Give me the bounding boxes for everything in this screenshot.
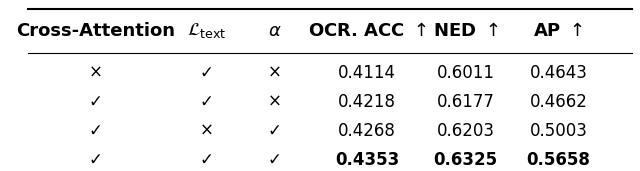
Text: 0.6203: 0.6203 (436, 122, 495, 140)
Text: OCR. ACC $\uparrow$: OCR. ACC $\uparrow$ (308, 22, 426, 40)
Text: ×: × (200, 122, 214, 140)
Text: ×: × (268, 64, 282, 82)
Text: 0.4218: 0.4218 (338, 93, 396, 111)
Text: $\alpha$: $\alpha$ (268, 22, 281, 40)
Text: 0.4353: 0.4353 (335, 151, 399, 169)
Text: 0.5658: 0.5658 (527, 151, 590, 169)
Text: ✓: ✓ (88, 93, 102, 111)
Text: ✓: ✓ (88, 122, 102, 140)
Text: ✓: ✓ (200, 64, 214, 82)
Text: 0.6325: 0.6325 (434, 151, 498, 169)
Text: NED $\uparrow$: NED $\uparrow$ (433, 22, 499, 40)
Text: ✓: ✓ (268, 151, 282, 169)
Text: ×: × (268, 93, 282, 111)
Text: 0.4114: 0.4114 (338, 64, 396, 82)
Text: 0.5003: 0.5003 (529, 122, 588, 140)
Text: ✓: ✓ (200, 151, 214, 169)
Text: ✓: ✓ (200, 93, 214, 111)
Text: 0.6177: 0.6177 (437, 93, 495, 111)
Text: $\mathcal{L}_{\mathrm{text}}$: $\mathcal{L}_{\mathrm{text}}$ (187, 21, 227, 40)
Text: 0.6011: 0.6011 (436, 64, 495, 82)
Text: AP $\uparrow$: AP $\uparrow$ (533, 22, 584, 40)
Text: ×: × (88, 64, 102, 82)
Text: Cross-Attention: Cross-Attention (16, 22, 175, 40)
Text: ✓: ✓ (88, 151, 102, 169)
Text: ✓: ✓ (268, 122, 282, 140)
Text: 0.4662: 0.4662 (529, 93, 588, 111)
Text: 0.4268: 0.4268 (338, 122, 396, 140)
Text: 0.4643: 0.4643 (529, 64, 588, 82)
